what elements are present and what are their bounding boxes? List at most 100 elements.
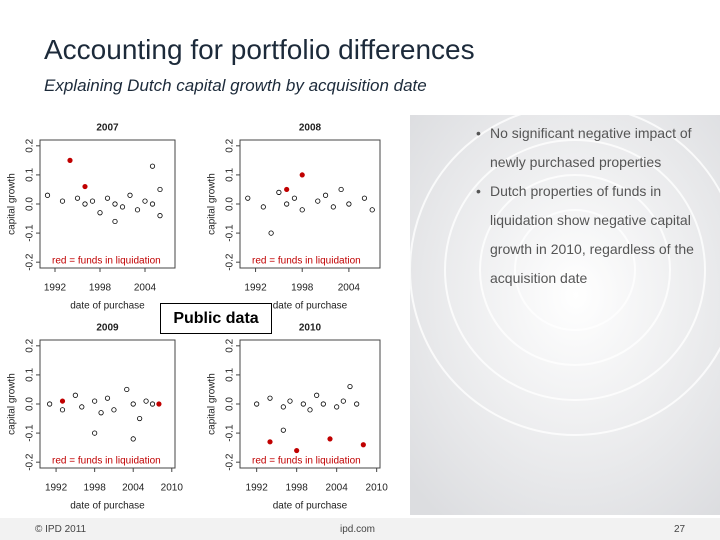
point — [294, 447, 300, 454]
point — [347, 383, 353, 390]
point — [72, 392, 78, 398]
panel-title: 2008 — [299, 123, 322, 134]
y-tick-label: 0.2 — [225, 138, 236, 152]
point — [149, 201, 156, 207]
y-tick-label: 0.0 — [25, 197, 36, 211]
point — [47, 401, 53, 407]
copyright: © IPD 2011 — [35, 524, 87, 535]
point — [334, 404, 340, 410]
point — [280, 427, 286, 433]
bullet: No significant negative impact of newly … — [476, 119, 708, 177]
point — [79, 404, 85, 410]
point — [299, 172, 305, 178]
point — [245, 195, 251, 201]
point — [315, 198, 321, 204]
point — [267, 395, 273, 401]
point — [287, 398, 293, 404]
x-axis-label: date of purchase — [70, 301, 145, 312]
point — [44, 192, 51, 198]
panel-title: 2009 — [96, 323, 119, 334]
point — [157, 186, 163, 193]
point — [92, 430, 98, 436]
point — [268, 230, 274, 236]
point — [267, 439, 273, 445]
point — [338, 186, 344, 193]
y-tick-label: -0.2 — [225, 253, 236, 271]
point — [369, 207, 375, 213]
point — [346, 201, 352, 207]
point — [97, 210, 103, 216]
point — [320, 401, 326, 407]
x-tick-label: 2004 — [338, 283, 361, 294]
point — [149, 401, 156, 407]
y-axis-label: capital growth — [7, 173, 18, 235]
point — [284, 186, 290, 193]
panel-title: 2010 — [299, 323, 322, 334]
bullet: Dutch properties of funds in liquidation… — [476, 177, 708, 293]
y-tick-label: 0.1 — [225, 168, 236, 182]
point — [354, 401, 360, 407]
point — [254, 401, 260, 407]
point — [104, 195, 111, 201]
point — [143, 398, 149, 404]
point — [92, 398, 98, 404]
callout: Public data — [160, 303, 272, 334]
point — [299, 207, 305, 213]
bullet-list: No significant negative impact of newly … — [476, 119, 708, 293]
x-tick-label: 1992 — [45, 483, 68, 494]
y-tick-label: 0.2 — [25, 338, 36, 352]
y-tick-label: 0.1 — [225, 368, 236, 382]
point — [322, 192, 329, 198]
y-axis-label: capital growth — [7, 373, 18, 435]
page-number: 27 — [674, 524, 686, 535]
point — [260, 204, 266, 210]
point — [137, 415, 143, 422]
y-tick-label: -0.1 — [25, 424, 36, 442]
subtitle: Explaining Dutch capital growth by acqui… — [44, 76, 427, 95]
point — [74, 195, 81, 201]
y-tick-label: -0.1 — [225, 424, 236, 442]
x-tick-label: 1992 — [44, 283, 67, 294]
x-tick-label: 1998 — [89, 283, 112, 294]
y-tick-label: 0.0 — [225, 197, 236, 211]
x-tick-label: 1998 — [286, 483, 309, 494]
point — [157, 213, 163, 219]
y-tick-label: 0.2 — [225, 338, 236, 352]
x-tick-label: 2010 — [161, 483, 184, 494]
y-tick-label: 0.0 — [225, 397, 236, 411]
point — [119, 204, 126, 210]
point — [112, 201, 118, 207]
panel-title: 2007 — [96, 123, 119, 134]
legend-text: red = funds in liquidation — [252, 456, 361, 467]
point — [340, 398, 346, 404]
point — [67, 157, 73, 163]
point — [124, 386, 130, 393]
y-tick-label: -0.1 — [225, 224, 236, 242]
x-tick-label: 1992 — [246, 483, 269, 494]
point — [59, 398, 66, 404]
point — [276, 189, 282, 195]
site: ipd.com — [340, 524, 376, 535]
point — [314, 392, 320, 398]
point — [82, 183, 88, 190]
point — [300, 401, 306, 407]
point — [127, 192, 133, 198]
y-tick-label: 0.1 — [25, 168, 36, 182]
point — [149, 163, 156, 169]
x-axis-label: date of purchase — [273, 301, 348, 312]
title: Accounting for portfolio differences — [44, 34, 475, 65]
y-tick-label: -0.1 — [25, 224, 36, 242]
legend-text: red = funds in liquidation — [52, 456, 161, 467]
y-tick-label: -0.2 — [225, 453, 236, 471]
point — [111, 407, 117, 413]
y-tick-label: -0.2 — [25, 253, 36, 271]
x-axis-label: date of purchase — [70, 501, 145, 512]
point — [89, 198, 96, 204]
x-tick-label: 2010 — [366, 483, 389, 494]
point — [98, 410, 104, 416]
y-tick-label: 0.0 — [25, 397, 36, 411]
x-tick-label: 1992 — [244, 283, 267, 294]
point — [59, 407, 66, 413]
point — [104, 395, 111, 401]
